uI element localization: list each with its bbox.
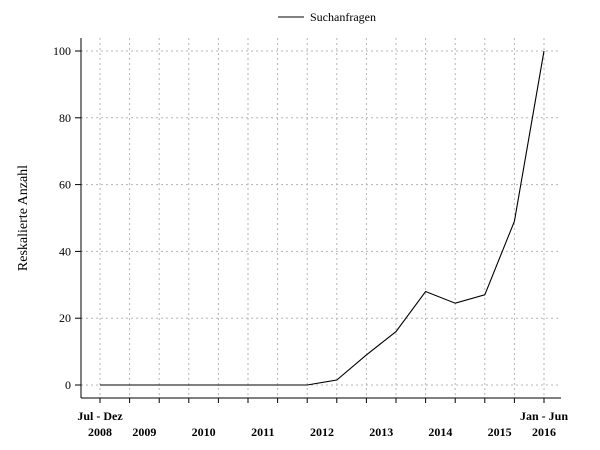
y-tick-label: 60	[59, 178, 71, 192]
y-tick-label: 0	[65, 378, 71, 392]
y-tick-label: 20	[59, 311, 71, 325]
x-year-label: 2008	[88, 425, 112, 439]
x-period-label-first: Jul - Dez	[77, 409, 123, 423]
x-year-label: 2015	[488, 425, 512, 439]
label-layer: 0 20 40 60 80 100 Jul - Dez Jan - Jun 2008 2009 20…	[53, 44, 568, 439]
x-year-label: 2010	[192, 425, 216, 439]
y-tick-label: 80	[59, 111, 71, 125]
legend: Suchanfragen	[278, 10, 376, 24]
x-year-label: 2014	[428, 425, 452, 439]
grid-layer	[81, 38, 561, 398]
x-year-label: 2016	[532, 425, 556, 439]
x-period-label-last: Jan - Jun	[520, 409, 568, 423]
x-year-label: 2013	[369, 425, 393, 439]
x-year-label: 2011	[251, 425, 274, 439]
legend-label-suchanfragen: Suchanfragen	[310, 10, 376, 24]
axis-layer	[75, 38, 561, 403]
y-axis-title: Reskalierte Anzahl	[16, 165, 31, 271]
series-line-suchanfragen	[100, 50, 545, 386]
y-tick-label: 40	[59, 244, 71, 258]
y-tick-label: 100	[53, 44, 71, 58]
x-year-label: 2009	[132, 425, 156, 439]
line-layer	[100, 50, 545, 386]
x-year-label: 2012	[310, 425, 334, 439]
